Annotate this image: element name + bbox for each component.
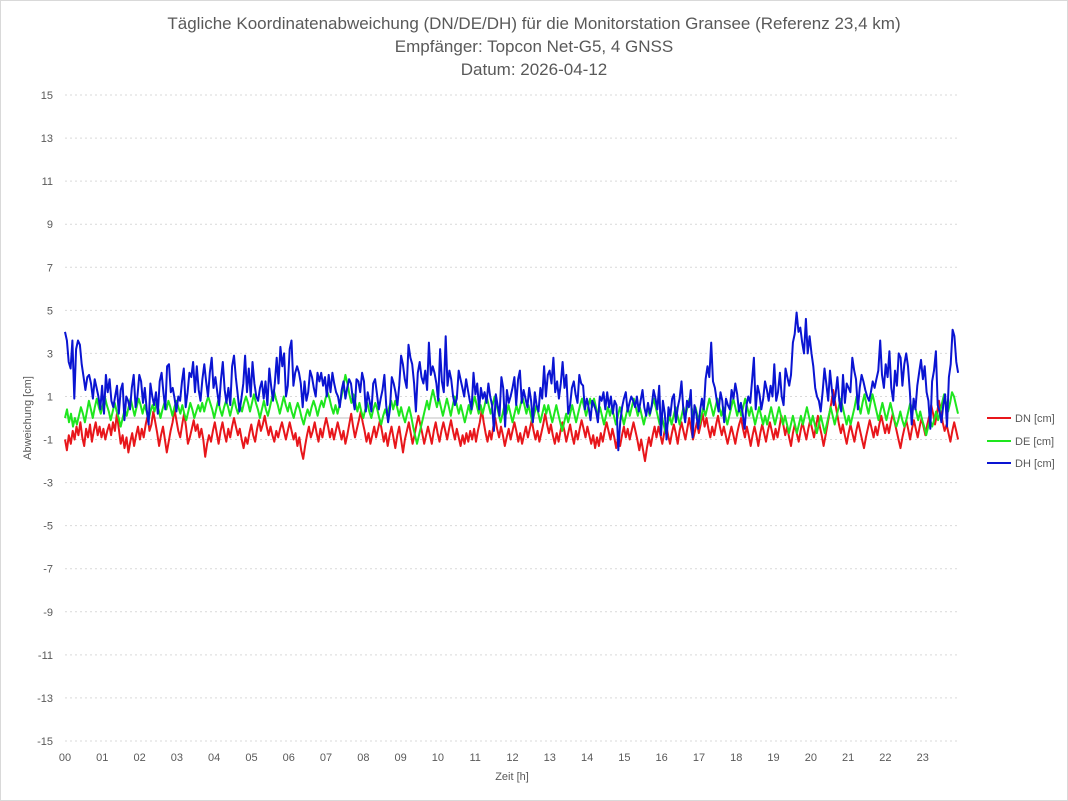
y-axis-label: Abweichung [cm] [22,376,34,460]
x-tick-label: 16 [656,752,668,764]
x-tick-label: 11 [469,752,480,764]
x-tick-label: 06 [283,752,295,764]
y-tick-label: 1 [47,391,53,403]
y-tick-label: -13 [37,693,53,705]
y-tick-label: -7 [43,564,53,576]
x-tick-label: 09 [395,752,407,764]
x-tick-label: 00 [59,752,71,764]
y-tick-label: 7 [47,262,53,274]
y-tick-label: -1 [43,435,53,447]
y-tick-label: -15 [37,736,53,748]
y-tick-label: 11 [42,176,53,188]
series-line-3 [64,311,960,452]
y-tick-label: -5 [43,521,53,533]
x-tick-label: 01 [96,752,108,764]
y-tick-label: 15 [41,90,53,102]
legend-label: DH [cm] [1015,458,1055,470]
x-tick-label: 19 [767,752,779,764]
x-tick-label: 21 [842,752,854,764]
x-tick-label: 22 [879,752,891,764]
x-tick-label: 03 [171,752,183,764]
y-tick-label: 9 [47,219,53,231]
y-tick-label: -9 [43,607,53,619]
series-line-2 [64,373,959,445]
x-tick-label: 18 [730,752,742,764]
legend-label: DN [cm] [1015,413,1055,425]
legend-label: DE [cm] [1015,436,1054,448]
y-tick-label: 13 [41,133,53,145]
x-axis-ticks: 00 01 02 03 04 05 06 07 08 09 10 11 12 13 14 15 16 17 18 19… [59,752,929,764]
x-tick-label: 02 [133,752,145,764]
y-tick-label: -11 [38,650,53,662]
chart-date: Datum: 2026-04-12 [461,60,607,79]
x-tick-label: 12 [506,752,518,764]
legend: DN [cm] DE [cm] DH [cm] [987,413,1055,470]
x-tick-label: 05 [245,752,257,764]
x-axis-label: Zeit [h] [495,771,529,783]
y-tick-label: -3 [43,478,53,490]
x-tick-label: 14 [581,752,593,764]
x-tick-label: 07 [320,752,332,764]
y-tick-label: 3 [47,348,53,360]
x-tick-label: 15 [618,752,630,764]
x-tick-label: 10 [432,752,444,764]
chart-title: Tägliche Koordinatenabweichung (DN/DE/DH… [167,14,900,33]
x-tick-label: 20 [805,752,817,764]
y-tick-label: 5 [47,305,53,317]
series-lines [64,311,960,463]
x-tick-label: 23 [917,752,929,764]
x-tick-label: 13 [544,752,556,764]
x-tick-label: 04 [208,752,220,764]
x-tick-label: 08 [357,752,369,764]
x-tick-label: 17 [693,752,705,764]
series-line-1 [64,389,960,463]
y-axis-ticks: 15 13 11 9 7 5 3 1 -1 -3 -5 -7 -9 -11 -13 -15 [37,90,53,748]
chart-subtitle: Empfänger: Topcon Net-G5, 4 GNSS [395,37,673,56]
